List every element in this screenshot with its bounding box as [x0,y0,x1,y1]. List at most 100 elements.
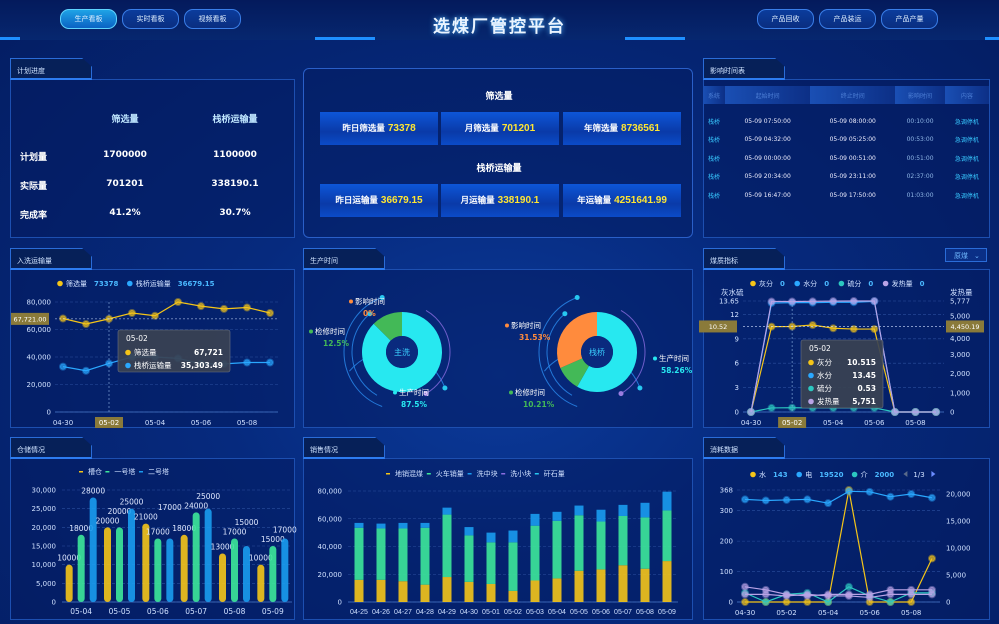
crosshair-x-badge [95,417,123,428]
donut-slice [557,312,597,368]
series-line [745,489,933,603]
decorative-dot [637,385,643,391]
data-point [741,598,749,606]
crosshair-y-badge [699,320,737,333]
data-point [243,358,251,367]
table-cell: 05-09 16:47:00 [744,191,791,199]
bar-segment [486,542,496,584]
data-point [128,309,136,317]
y2-tick-label: 1,000 [950,389,970,397]
crosshair-y-label: 67,721.00 [13,315,46,323]
tooltip-marker [125,362,131,369]
y-tick-label: 6 [735,360,740,368]
bar-segment [508,542,518,591]
bar-segment [508,530,518,543]
table-cell: 05-09 05:25:00 [829,136,876,144]
data-point [844,591,853,600]
donut-slice [577,312,637,392]
data-point [767,297,776,306]
transport-panel: 入洗运输量 筛选量 73378 栈桥运输量 36679.15 0 20,000 40,0… [10,248,295,428]
bar [243,546,250,602]
table-cell: 急调停机 [954,192,979,200]
tooltip-marker [125,349,131,356]
tooltip-value: 10.515 [847,358,876,367]
nav-product-shipping[interactable]: 产品装运 [819,9,876,29]
summary-panel: 筛选量 昨日筛选量 73378 月筛选量 701201 年筛选量 8736561 栈桥… [303,68,693,238]
bar [231,538,238,602]
x-tick-label: 05-08 [237,419,257,427]
y2-tick-label: 5,000 [950,312,970,320]
legend-label: 灰分 [759,279,773,288]
tooltip-marker [808,372,814,379]
y2-tick-label: 4,000 [950,335,970,343]
y-tick-label: 80,000 [27,299,52,307]
table-cell: 05-09 23:11:00 [829,173,876,181]
data-point [870,325,879,334]
legend-label: 地销混煤 [395,469,423,478]
data-point [803,590,812,599]
data-point [220,304,228,313]
transport-title: 栈桥运输量 [476,164,522,174]
bar-value-label: 18000 [69,524,93,533]
crosshair-y-label: 10.52 [709,323,728,331]
series-line [750,300,936,413]
x-tick-label: 05-06 [592,609,610,616]
legend-value: 143 [773,471,788,479]
legend-marker [79,471,83,473]
donut-slice [373,312,402,341]
data-point [829,297,838,306]
bar-value-label: 15000 [235,518,259,527]
data-point [890,408,899,416]
bar-value-label: 20000 [108,507,132,516]
tooltip-value: 5,751 [852,397,876,406]
row-label: 实际量 [20,182,48,192]
x-tick-label: 05-06 [191,419,212,427]
bar [154,538,162,602]
x-tick-label: 04-26 [372,609,390,616]
data-point [932,408,940,416]
panel-title: 计划进度 [10,58,92,80]
data-point [761,590,770,599]
bar [269,546,277,602]
tooltip-label: 灰分 [817,357,832,367]
legend-label: 洗中块 [477,469,498,478]
table-cell: 05-09 04:32:00 [744,136,791,144]
panel-title: 生产时间 [303,248,385,270]
bar-value-label: 13000 [211,542,235,551]
bar-segment [442,577,452,602]
data-point [741,582,749,591]
bar [116,527,123,602]
bar-segment [376,523,386,529]
table-cell: 02:37:00 [906,173,934,181]
crosshair-y2-badge [946,320,984,333]
legend-label: 介 [861,471,868,479]
tooltip-label: 发热量 [817,396,840,406]
nav-product-recovery[interactable]: 产品回收 [757,9,814,29]
coal-type-dropdown[interactable]: 原煤 ⌄ [945,248,987,262]
data-point [174,298,182,306]
legend-marker [467,473,472,475]
bar-segment [618,515,628,566]
bar-segment [398,581,408,602]
cell: 30.7% [219,208,251,218]
panel-title: 消耗数据 [703,437,785,459]
y-tick-label: 100 [720,568,733,576]
bar [204,508,212,602]
data-point [928,493,936,502]
nav-production-board[interactable]: 生产看板 [60,9,117,29]
tooltip-label: 水分 [817,370,832,380]
nav-video-board[interactable]: 视频看板 [184,9,241,29]
bar-value-label: 25000 [196,492,220,501]
nav-realtime-board[interactable]: 实时看板 [122,9,179,29]
data-point [747,408,755,416]
row-label: 完成率 [20,211,48,221]
bar-segment [376,528,386,580]
x-tick-label: 05-04 [70,607,92,616]
nav-product-output[interactable]: 产品产量 [881,9,938,29]
table-cell: 00:51:00 [906,154,934,162]
bar-segment [354,579,364,602]
x-tick-label: 05-03 [526,609,544,616]
bar-segment [530,525,540,581]
data-point [741,495,749,504]
data-point [928,554,936,563]
